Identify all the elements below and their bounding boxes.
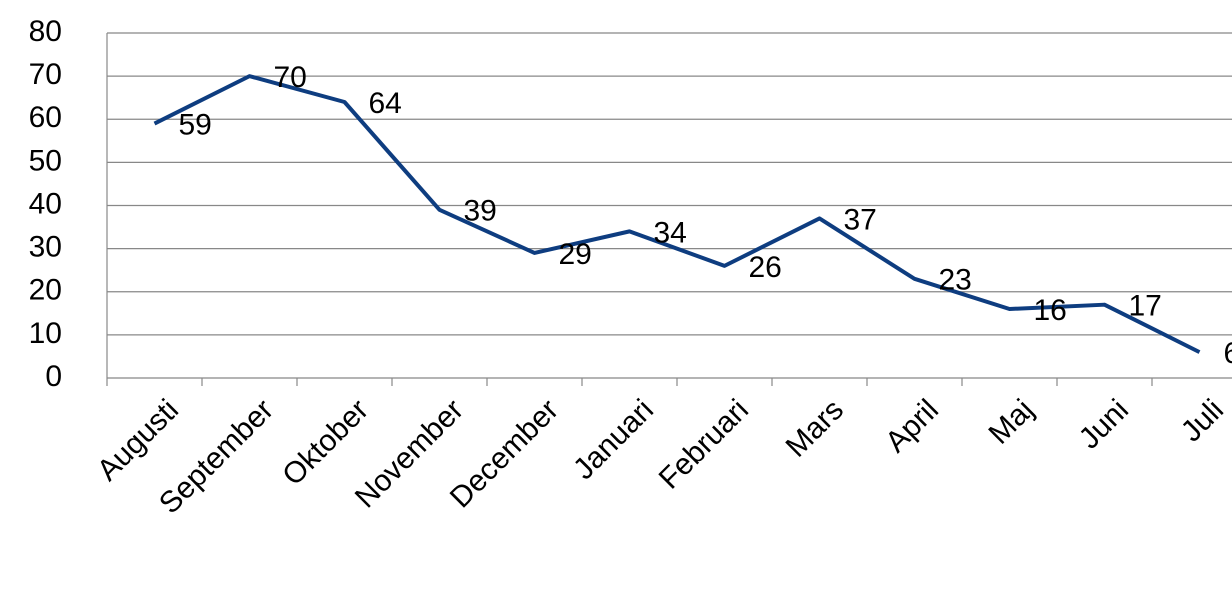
y-tick-label: 40 [29, 187, 62, 220]
x-tick-label: April [879, 393, 945, 459]
data-label: 6 [1224, 337, 1232, 370]
data-label: 23 [939, 264, 972, 297]
data-label: 37 [844, 203, 877, 236]
line-series [153, 74, 1201, 354]
data-label: 16 [1034, 294, 1067, 327]
data-label: 26 [749, 251, 782, 284]
y-tick-label: 0 [45, 360, 62, 393]
x-tick-label: Augusti [91, 393, 185, 487]
data-label: 17 [1129, 290, 1162, 323]
data-label: 34 [654, 216, 687, 249]
data-label: 64 [369, 87, 402, 120]
y-tick-label: 30 [29, 231, 62, 264]
x-tick-label: Oktober [276, 393, 375, 492]
data-label: 29 [559, 238, 592, 271]
data-label: 70 [274, 61, 307, 94]
x-tick-label: Januari [567, 393, 660, 486]
x-tick-label: Juli [1175, 393, 1230, 448]
y-tick-label: 20 [29, 274, 62, 307]
y-tick-label: 50 [29, 144, 62, 177]
y-tick-label: 10 [29, 317, 62, 350]
x-tick-label: Juni [1073, 393, 1135, 455]
x-tick-label: Maj [983, 393, 1041, 451]
y-tick-label: 80 [29, 15, 62, 48]
y-tick-label: 70 [29, 58, 62, 91]
data-label: 59 [179, 108, 212, 141]
data-label: 39 [464, 195, 497, 228]
x-tick-label: Mars [780, 393, 850, 463]
y-tick-label: 60 [29, 101, 62, 134]
x-tick-label: Februari [653, 393, 755, 495]
